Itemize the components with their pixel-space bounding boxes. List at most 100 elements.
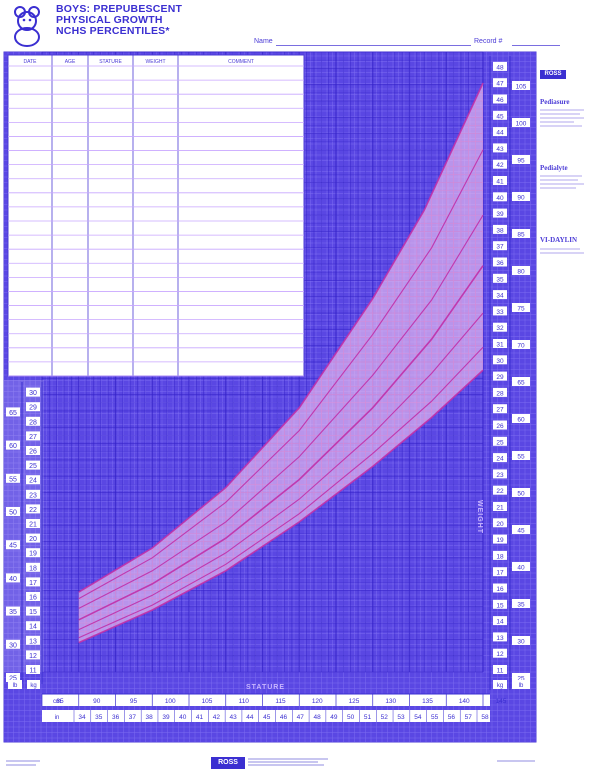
right-kg-unit: kg [497,683,503,689]
x-cm-tick-label: 125 [349,698,360,705]
left-kg-tick-label: 19 [29,551,37,558]
left-weight-axis: 11 12 13 14 15 16 17 18 19 20 21 22 23 24 25 26 27 28 29 30… [4,380,44,689]
x-in-tick-label: 49 [330,714,338,721]
right-kg-tick-box [493,159,507,169]
percentile-curve-5 [78,369,484,644]
right-lb-tick-label: 70 [517,343,525,350]
right-kg-tick-box [493,371,507,381]
title-line-1: BOYS: PREPUBESCENT [56,3,183,15]
right-kg-tick-label: 23 [496,472,504,479]
right-kg-tick-box [493,665,507,674]
left-kg-tick-label: 30 [29,390,37,397]
right-kg-tick-label: 27 [496,407,504,414]
right-kg-tick-label: 46 [496,97,504,104]
right-kg-tick-label: 34 [496,293,504,300]
left-kg-unit-box [27,680,40,689]
right-kg-tick-label: 44 [496,130,504,137]
left-kg-tick-label: 16 [29,595,37,602]
right-kg-tick-label: 15 [496,602,504,609]
right-kg-unit-box [493,680,507,689]
x-cm-tick-label: 100 [165,698,176,705]
x-cm-tick-label: 140 [459,698,470,705]
left-kg-tick-label: 11 [29,668,36,675]
x-in-tick-label: 39 [162,714,170,721]
right-kg-tick-box [493,273,507,283]
right-kg-tick-box [493,550,507,560]
x-in-tick-label: 46 [280,714,288,721]
right-kg-tick-box [493,502,507,511]
right-lb-tick-label: 90 [517,195,525,202]
right-lb-tick-box [512,155,530,164]
x-axis-label: STATURE [246,684,286,691]
right-lb-tick-label: 80 [517,269,525,276]
left-kg-tick-box [26,665,40,674]
right-lb-tick-label: 40 [517,565,525,572]
right-kg-tick-box [493,290,507,300]
x-in-tick-label: 50 [347,714,355,721]
left-lb-unit-box [8,680,22,689]
right-kg-tick-box [493,387,507,397]
right-kg-tick-box [493,616,507,626]
right-kg-tick-box [493,322,507,332]
x-cm-tick-label: 105 [202,698,213,705]
product-pediasure-desc [540,107,590,129]
right-lb-tick-label: 65 [517,380,525,387]
right-kg-tick-label: 21 [496,505,504,512]
left-lb-tick-box [6,440,20,450]
record-field[interactable] [512,45,560,46]
left-kg-tick-label: 18 [29,565,37,572]
x-in-tick-label: 55 [431,714,439,721]
right-lb-tick-box [512,340,530,349]
product-pedialyte-desc [540,173,590,191]
right-kg-tick-label: 40 [496,195,504,202]
right-lb-tick-box [512,118,530,127]
right-kg-tick-box [493,257,507,267]
right-lb-tick-box [512,451,530,460]
right-lb-tick-box [512,636,530,645]
x-in-tick-label: 45 [263,714,271,721]
left-kg-tick-label: 20 [29,536,37,543]
left-lb-tick-label: 25 [9,676,17,683]
right-kg-tick-box [493,143,507,153]
right-kg-tick-label: 22 [496,488,504,495]
right-kg-tick-box [493,176,507,185]
left-kg-tick-label: 25 [29,463,37,470]
right-lb-tick-box [512,599,530,608]
left-lb-tick-box [6,639,20,649]
x-in-tick-label: 38 [146,714,154,721]
right-kg-tick-box [493,339,507,348]
left-kg-tick-label: 26 [29,449,37,456]
right-lb-tick-label: 105 [516,84,527,91]
right-lb-unit: lb [519,683,524,689]
right-kg-tick-box [493,404,507,414]
name-field[interactable] [276,45,471,46]
left-kg-tick-box [26,635,40,645]
x-in-tick-label: 53 [397,714,405,721]
left-kg-tick-box [26,562,40,572]
right-lb-tick-box [512,266,530,275]
percentile-curve-95 [78,82,484,593]
right-lb-tick-box [512,525,530,534]
right-kg-tick-label: 36 [496,260,504,267]
x-in-tick-label: 51 [364,714,372,721]
right-lb-tick-label: 85 [517,232,525,239]
right-kg-tick-label: 38 [496,227,504,234]
left-kg-tick-box [26,606,40,616]
x-in-tick-label: 36 [112,714,120,721]
right-kg-tick-box [493,78,507,88]
right-kg-tick-label: 43 [496,146,504,153]
x-cm-tick-label: 90 [93,698,101,705]
table-header-comment: COMMENT [228,59,254,65]
left-lb-tick-label: 55 [9,476,17,483]
right-lb-tick-box [512,673,530,682]
x-in-tick-label: 56 [448,714,456,721]
x-in-tick-label: 57 [465,714,473,721]
right-kg-tick-label: 37 [496,244,504,251]
right-lb-tick-label: 25 [517,676,525,683]
right-lb-tick-box [512,303,530,312]
footer-publisher [248,757,368,767]
right-kg-tick-box [493,469,507,479]
right-kg-tick-box [493,241,507,251]
left-kg-tick-box [26,402,40,412]
left-kg-tick-box [26,650,40,660]
